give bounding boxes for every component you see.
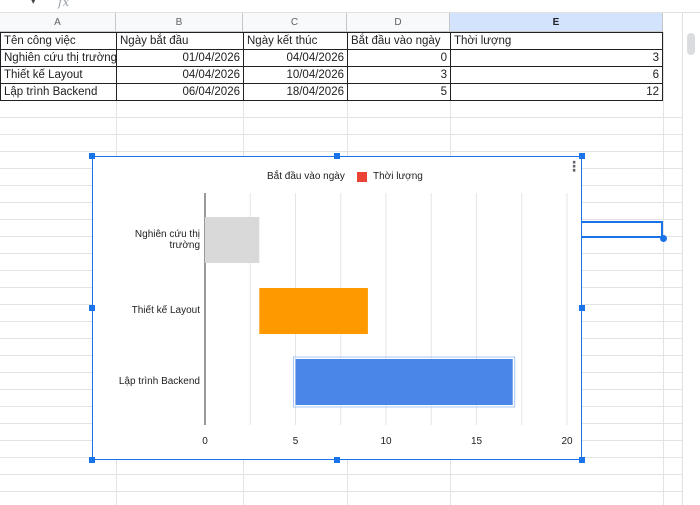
cell-c4[interactable]: 18/04/2026 [286,86,344,98]
bar-2 [295,359,513,405]
table-border [347,32,348,100]
fx-icon: fx [58,0,70,9]
table-border [0,32,663,33]
resize-handle[interactable] [334,457,340,463]
column-header-d[interactable]: D [347,13,450,32]
resize-handle[interactable] [89,153,95,159]
table-border [0,100,663,101]
cell-a2[interactable]: Nghiên cứu thị trường [4,52,116,64]
x-tick-label: 20 [561,436,573,447]
legend-swatch-duration [357,172,367,182]
legend-label-duration: Thời lượng [373,171,423,182]
table-border [0,83,663,84]
cell-e4[interactable]: 12 [646,86,659,98]
cell-b4[interactable]: 06/04/2026 [182,86,240,98]
cell-a4[interactable]: Lập trình Backend [4,86,98,98]
range-handle[interactable] [660,235,667,242]
formula-bar: ▾ fx [0,0,700,13]
cell-c3[interactable]: 10/04/2026 [286,69,344,81]
cell-b3[interactable]: 04/04/2026 [182,69,240,81]
data-range-selection[interactable] [582,221,663,238]
grid-line [0,117,682,118]
table-border [0,66,663,67]
x-tick-label: 10 [380,436,392,447]
column-header-c[interactable]: C [243,13,347,32]
table-border [450,32,451,100]
cell-d1[interactable]: Bắt đầu vào ngày [351,35,441,47]
column-header-b[interactable]: B [116,13,243,32]
cell-e2[interactable]: 3 [652,52,659,64]
x-tick-label: 15 [471,436,483,447]
bar-1 [259,288,368,334]
scrollbar-thumb[interactable] [687,33,695,55]
column-header-a[interactable]: A [0,13,116,32]
resize-handle[interactable] [579,153,585,159]
gantt-chart[interactable]: 0 5 10 15 20 Bắt đầu vào ngày Thời lượng ⋮ N… [92,156,582,460]
cell-a1[interactable]: Tên công việc [4,35,76,47]
category-label-layout: Thiết kế Layout [131,305,200,316]
x-tick-label: 0 [202,436,208,447]
resize-handle[interactable] [334,153,340,159]
cell-d4[interactable]: 5 [440,86,447,98]
more-vert-icon[interactable]: ⋮ [567,158,581,174]
cell-b1[interactable]: Ngày bắt đầu [120,35,189,47]
table-border [0,49,663,50]
cell-e1[interactable]: Thời lượng [454,35,512,47]
bar-highlight [293,356,516,408]
chart-plot: 0 5 10 15 20 [202,193,573,447]
cell-c1[interactable]: Ngày kết thúc [247,35,318,47]
resize-handle[interactable] [579,457,585,463]
vertical-scrollbar[interactable] [682,13,700,505]
grid-line [0,151,682,152]
grid-line [0,134,682,135]
column-header-e[interactable]: E [450,13,663,32]
grid-line [0,474,682,475]
grid-line [663,32,664,505]
resize-handle[interactable] [89,457,95,463]
cell-d3[interactable]: 3 [440,69,447,81]
category-label-backend: Lập trình Backend [118,376,200,387]
chevron-down-icon[interactable]: ▾ [31,0,36,6]
grid-line [0,491,682,492]
cell-a3[interactable]: Thiết kế Layout [4,69,83,81]
table-border [116,32,117,100]
cell-c2[interactable]: 04/04/2026 [286,52,344,64]
cell-b2[interactable]: 01/04/2026 [182,52,240,64]
bar-0 [205,217,260,263]
resize-handle[interactable] [579,305,585,311]
table-border [243,32,244,100]
cell-e3[interactable]: 6 [652,69,659,81]
table-border [0,32,1,100]
resize-handle[interactable] [89,305,95,311]
table-border [662,32,663,100]
x-tick-label: 5 [293,436,299,447]
category-label-research: Nghiên cứu thị trường [134,229,200,251]
cell-d2[interactable]: 0 [440,52,447,64]
legend-label-start: Bắt đầu vào ngày [267,171,345,182]
